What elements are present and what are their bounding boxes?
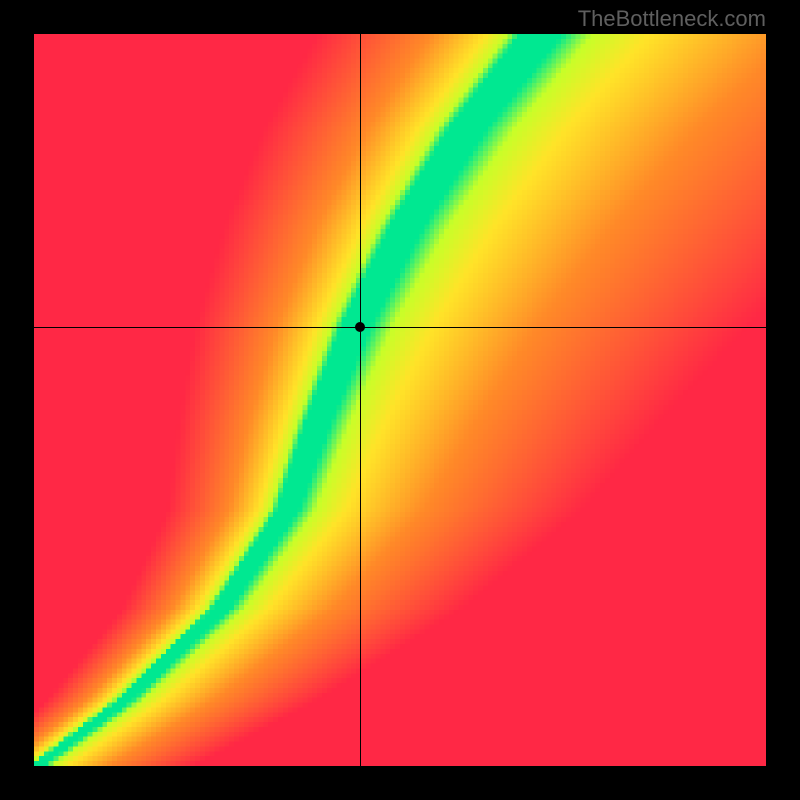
watermark-text: TheBottleneck.com bbox=[578, 6, 766, 32]
chart-frame: TheBottleneck.com bbox=[0, 0, 800, 800]
crosshair-horizontal bbox=[34, 327, 766, 328]
crosshair-marker bbox=[355, 322, 365, 332]
bottleneck-heatmap bbox=[34, 34, 766, 766]
crosshair-vertical bbox=[360, 34, 361, 766]
